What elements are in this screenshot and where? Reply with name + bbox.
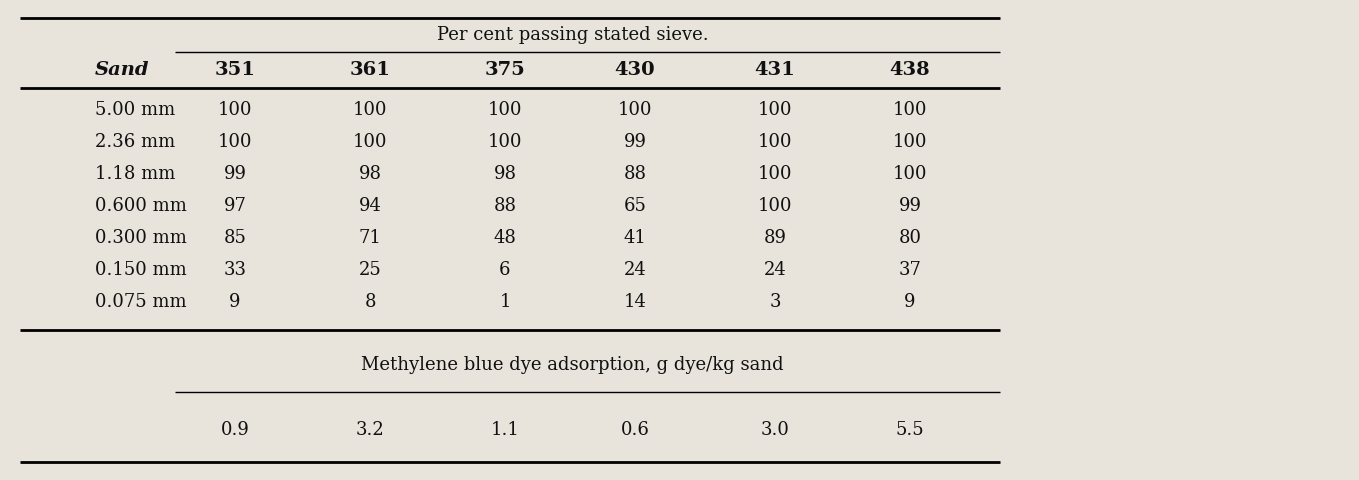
Text: 89: 89 [764, 229, 787, 247]
Text: 3.0: 3.0 [761, 421, 790, 439]
Text: 3: 3 [769, 293, 781, 311]
Text: 25: 25 [359, 261, 382, 279]
Text: 100: 100 [353, 133, 387, 151]
Text: 100: 100 [893, 101, 927, 119]
Text: 98: 98 [359, 165, 382, 183]
Text: 375: 375 [485, 61, 526, 79]
Text: 24: 24 [764, 261, 787, 279]
Text: 2.36 mm: 2.36 mm [95, 133, 175, 151]
Text: 14: 14 [624, 293, 647, 311]
Text: 88: 88 [493, 197, 516, 215]
Text: 9: 9 [230, 293, 241, 311]
Text: 361: 361 [349, 61, 390, 79]
Text: 100: 100 [488, 101, 522, 119]
Text: Sand: Sand [95, 61, 149, 79]
Text: 71: 71 [359, 229, 382, 247]
Text: 431: 431 [754, 61, 795, 79]
Text: 100: 100 [217, 101, 253, 119]
Text: 33: 33 [223, 261, 246, 279]
Text: 97: 97 [224, 197, 246, 215]
Text: 99: 99 [898, 197, 921, 215]
Text: 0.6: 0.6 [621, 421, 650, 439]
Text: 24: 24 [624, 261, 647, 279]
Text: 80: 80 [898, 229, 921, 247]
Text: 0.300 mm: 0.300 mm [95, 229, 188, 247]
Text: 37: 37 [898, 261, 921, 279]
Text: 438: 438 [890, 61, 931, 79]
Text: 3.2: 3.2 [356, 421, 385, 439]
Text: 100: 100 [618, 101, 652, 119]
Text: 8: 8 [364, 293, 375, 311]
Text: 99: 99 [624, 133, 647, 151]
Text: 6: 6 [499, 261, 511, 279]
Text: 98: 98 [493, 165, 516, 183]
Text: 41: 41 [624, 229, 647, 247]
Text: 9: 9 [904, 293, 916, 311]
Text: 430: 430 [614, 61, 655, 79]
Text: 100: 100 [893, 165, 927, 183]
Text: 48: 48 [493, 229, 516, 247]
Text: 100: 100 [758, 197, 792, 215]
Text: 94: 94 [359, 197, 382, 215]
Text: Per cent passing stated sieve.: Per cent passing stated sieve. [436, 26, 708, 44]
Text: 100: 100 [758, 165, 792, 183]
Text: 0.9: 0.9 [220, 421, 250, 439]
Text: 65: 65 [624, 197, 647, 215]
Text: 1.1: 1.1 [491, 421, 519, 439]
Text: 100: 100 [353, 101, 387, 119]
Text: 1.18 mm: 1.18 mm [95, 165, 175, 183]
Text: 5.5: 5.5 [896, 421, 924, 439]
Text: 88: 88 [624, 165, 647, 183]
Text: 0.600 mm: 0.600 mm [95, 197, 188, 215]
Text: Methylene blue dye adsorption, g dye/kg sand: Methylene blue dye adsorption, g dye/kg … [361, 356, 784, 374]
Text: 351: 351 [215, 61, 255, 79]
Text: 99: 99 [223, 165, 246, 183]
Text: 100: 100 [893, 133, 927, 151]
Text: 100: 100 [758, 101, 792, 119]
Text: 1: 1 [499, 293, 511, 311]
Text: 100: 100 [758, 133, 792, 151]
Text: 85: 85 [224, 229, 246, 247]
Text: 100: 100 [488, 133, 522, 151]
Text: 100: 100 [217, 133, 253, 151]
Text: 5.00 mm: 5.00 mm [95, 101, 175, 119]
Text: 0.075 mm: 0.075 mm [95, 293, 186, 311]
Text: 0.150 mm: 0.150 mm [95, 261, 186, 279]
